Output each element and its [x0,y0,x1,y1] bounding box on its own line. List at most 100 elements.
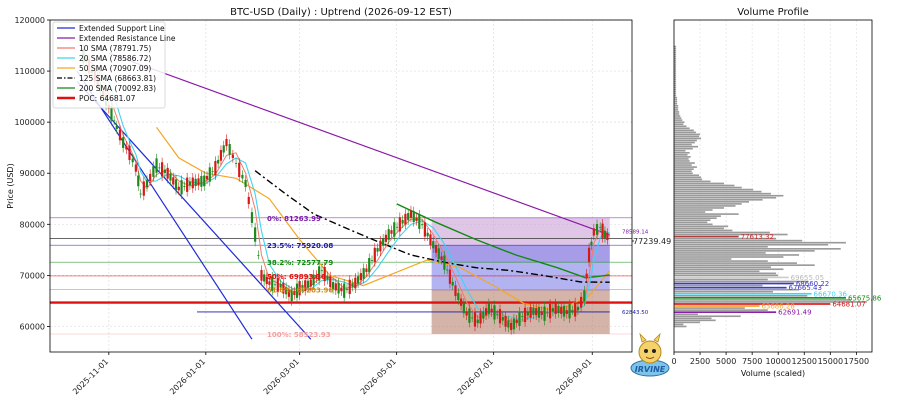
y-tick-label: 120000 [14,16,45,25]
volume-bar [674,207,725,209]
candle-body [512,318,516,330]
candle-body [504,315,507,327]
volume-price-label: 63686.28 [761,303,794,311]
irvine-mascot-logo: IRVINE [630,332,670,377]
candle-body [387,229,390,240]
candle-body [290,290,293,302]
fib-label: 100%: 58523.93 [267,331,331,339]
volume-bar [674,292,812,295]
volume-bar [674,170,692,173]
candle-body [429,234,432,245]
candle-body [603,230,607,239]
volume-bar [674,288,800,291]
volume-x-ticks: 0 2500 5000 7500 10000 12500 15000 17500 [671,352,869,366]
volume-bar [674,180,711,183]
support-line [76,70,253,340]
candle-body [601,223,604,238]
volume-price-label: 77613.32 [741,233,774,241]
legend-box [52,21,166,109]
candle-body [379,240,382,252]
candle-body [446,269,449,271]
candle-body [197,178,200,186]
candle-body [139,193,142,195]
volume-bar [674,319,716,322]
volume-bar [674,280,809,283]
candle-body [554,303,557,314]
candle-body [241,174,244,179]
volume-bar [674,131,696,134]
volume-bar [674,262,797,264]
volume-bar [674,276,789,279]
candle-body [306,280,310,288]
candle-body [423,222,426,237]
fib-label: 23.5%: 75920.08 [267,242,333,250]
candle-body [451,281,454,286]
candle-body [320,270,324,272]
volume-bar [674,109,679,111]
volume-bar [674,141,695,144]
trend-lines [76,52,611,340]
volume-bar [674,129,694,132]
legend-entry: 50 SMA (70907.09) [79,64,151,73]
candle-body [260,270,263,281]
volume-bar [674,70,677,72]
current-price-label: 77239.49 [633,237,671,246]
candle-body [557,305,560,314]
volume-bar [674,53,677,56]
candle-body [376,248,379,252]
volume-price-label: 64681.07 [832,300,865,308]
candle-body [571,310,574,312]
volume-bar [674,80,677,83]
candle-body [254,227,257,242]
candle-body [276,277,279,293]
candle-body [174,179,178,191]
candle-body [496,314,499,316]
volume-bar [674,68,677,70]
volume-bar [674,313,698,316]
volume-bar [674,307,745,309]
volume-bar [674,317,712,320]
candle-body [535,308,538,316]
volume-labels: 77613.32 69655.0568660.2267665.4366670.36… [741,233,882,317]
volume-bar [674,172,693,175]
volume-bar [674,137,702,140]
candle-body [326,276,329,280]
candle-body [574,302,577,317]
volume-bar [674,190,762,193]
candle-body [203,175,206,187]
volume-bar [674,94,677,97]
volume-bar [674,219,711,222]
candle-body [161,162,164,177]
candle-body [247,196,250,205]
candle-body [440,256,443,260]
volume-bar [674,286,787,289]
candle-body [118,129,122,141]
volume-bar [674,213,739,215]
candle-body [331,282,335,290]
candle-body [186,177,189,192]
volume-bar [674,239,803,242]
candle-body [208,167,211,182]
volume-price-label: 65675.86 [848,294,882,302]
candle-body [113,120,116,122]
candle-body [448,269,452,284]
volume-bar [674,321,701,324]
volume-bar [674,178,703,181]
volume-bar [674,76,677,79]
candle-body [214,160,217,176]
candle-body [125,145,128,150]
candle-body [418,214,421,229]
legend-entry: 20 SMA (78586.72) [79,54,151,63]
candle-body [543,306,546,321]
volume-bar [674,115,681,117]
volume-bar [674,123,684,126]
candle-body [443,255,446,270]
volume-bar [674,248,841,250]
candle-body [565,310,568,314]
volume-bar [674,158,689,160]
price-chart-title: BTC-USD (Daily) : Uptrend (2026-09-12 ES… [230,7,452,18]
volume-bar [674,237,777,240]
volume-bar [674,194,784,197]
legend-entry: 200 SMA (70092.83) [79,84,156,93]
